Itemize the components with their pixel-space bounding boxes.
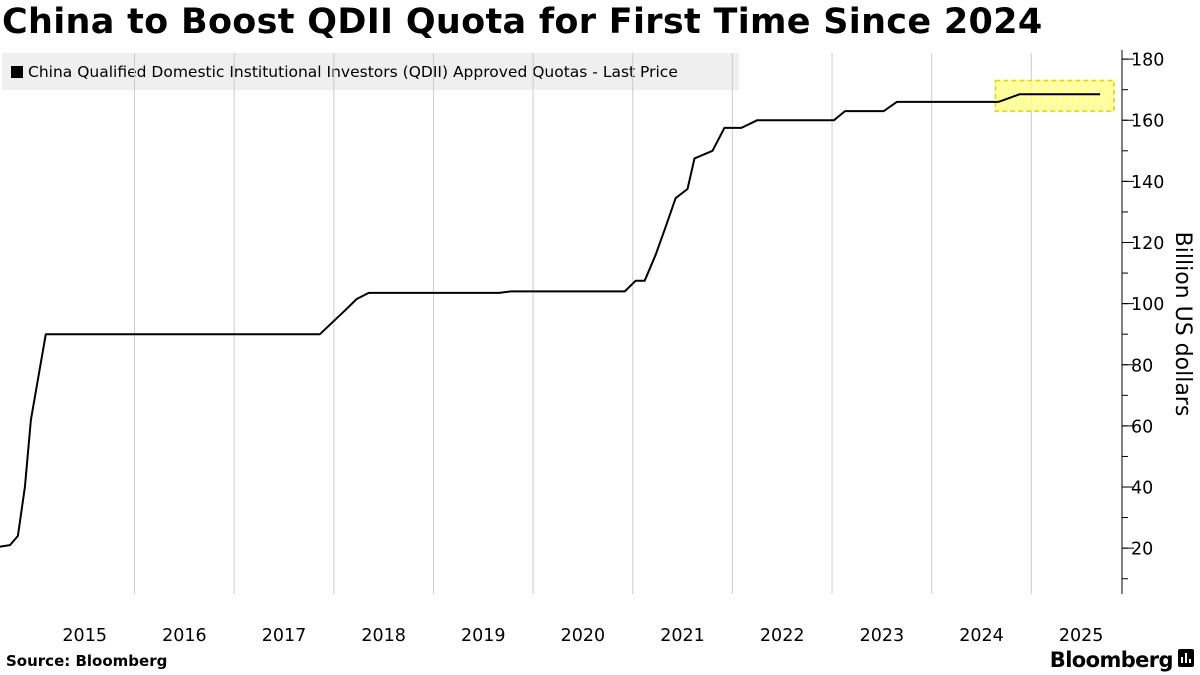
x-tick-label: 2025 bbox=[1059, 626, 1104, 646]
y-tick-label: 100 bbox=[1131, 295, 1164, 315]
legend: China Qualified Domestic Institutional I… bbox=[2, 53, 739, 90]
y-tick-label: 80 bbox=[1131, 356, 1153, 376]
y-tick-label: 40 bbox=[1131, 479, 1153, 499]
bloomberg-logo: Bloomberg bbox=[1050, 648, 1194, 672]
legend-swatch bbox=[11, 65, 23, 78]
bloomberg-mark-icon bbox=[1178, 648, 1194, 672]
x-tick-label: 2019 bbox=[461, 626, 506, 646]
legend-label: China Qualified Domestic Institutional I… bbox=[28, 62, 678, 81]
y-axis-title: Billion US dollars bbox=[1170, 232, 1195, 417]
x-tick-label: 2022 bbox=[760, 626, 805, 646]
x-tick-label: 2018 bbox=[361, 626, 406, 646]
x-tick-label: 2016 bbox=[162, 626, 207, 646]
source-note: Source: Bloomberg bbox=[6, 652, 168, 670]
y-tick-label: 20 bbox=[1131, 540, 1153, 560]
y-tick-label: 60 bbox=[1131, 417, 1153, 437]
x-tick-label: 2021 bbox=[660, 626, 705, 646]
chart-title: China to Boost QDII Quota for First Time… bbox=[2, 2, 1043, 42]
y-tick-label: 160 bbox=[1131, 112, 1164, 132]
x-tick-label: 2023 bbox=[860, 626, 905, 646]
x-tick-label: 2020 bbox=[561, 626, 606, 646]
series-line bbox=[0, 93, 1101, 548]
brand-wordmark: Bloomberg bbox=[1049, 648, 1174, 672]
x-tick-label: 2017 bbox=[262, 626, 307, 646]
x-tick-label: 2024 bbox=[959, 626, 1004, 646]
y-tick-label: 140 bbox=[1131, 173, 1164, 193]
y-tick-label: 120 bbox=[1131, 234, 1164, 254]
x-tick-label: 2015 bbox=[62, 626, 107, 646]
y-tick-label: 180 bbox=[1131, 51, 1164, 71]
